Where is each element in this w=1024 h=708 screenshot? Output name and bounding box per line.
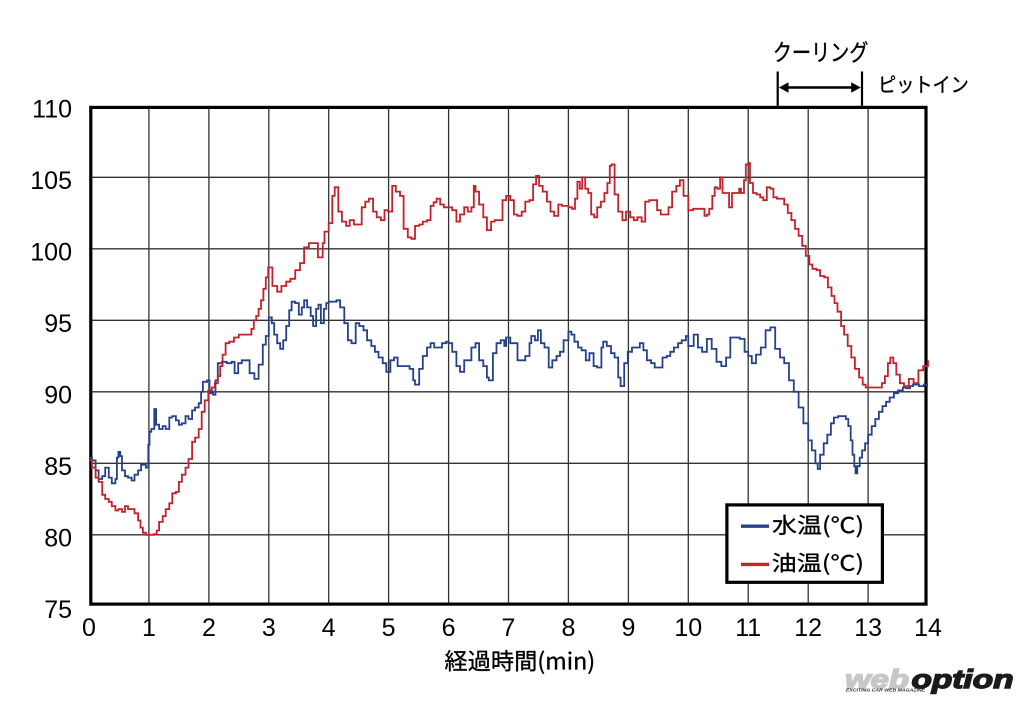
svg-text:option: option <box>912 664 1014 694</box>
svg-text:8: 8 <box>561 614 575 642</box>
svg-text:75: 75 <box>44 596 72 624</box>
svg-text:14: 14 <box>914 614 942 642</box>
svg-text:110: 110 <box>32 95 72 123</box>
svg-text:7: 7 <box>502 614 516 642</box>
svg-text:11: 11 <box>735 614 761 642</box>
svg-text:85: 85 <box>44 453 72 481</box>
svg-text:9: 9 <box>621 614 635 642</box>
svg-text:web: web <box>845 664 909 694</box>
svg-text:80: 80 <box>44 524 72 552</box>
svg-text:EXCITING CAR WEB MAGAZINE: EXCITING CAR WEB MAGAZINE <box>846 688 926 693</box>
svg-text:10: 10 <box>674 614 702 642</box>
svg-text:3: 3 <box>262 614 276 642</box>
svg-text:12: 12 <box>794 614 822 642</box>
svg-text:0: 0 <box>82 614 96 642</box>
svg-text:95: 95 <box>44 310 72 338</box>
svg-text:1: 1 <box>142 614 156 642</box>
svg-text:90: 90 <box>44 381 72 409</box>
svg-text:6: 6 <box>442 614 456 642</box>
svg-text:100: 100 <box>30 238 72 266</box>
svg-text:105: 105 <box>30 167 72 195</box>
svg-text:2: 2 <box>202 614 216 642</box>
svg-text:13: 13 <box>854 614 882 642</box>
svg-text:4: 4 <box>322 614 336 642</box>
svg-text:5: 5 <box>382 614 396 642</box>
